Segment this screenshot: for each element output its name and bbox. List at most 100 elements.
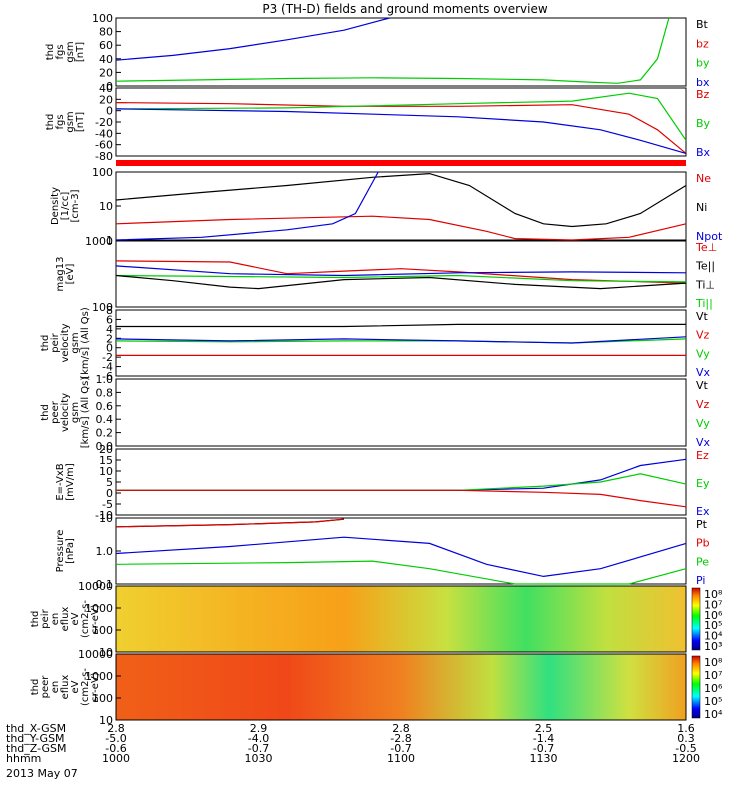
ylabel-line: thd	[30, 611, 41, 628]
colorbar-p9	[691, 587, 701, 651]
ylabel-line: thd	[40, 404, 51, 421]
ylabel-line: fgs	[55, 114, 66, 129]
footer-value: -0.7	[533, 742, 554, 755]
footer-value: 1.6	[677, 722, 695, 735]
ytick-label: -4	[102, 361, 113, 374]
series-Ti	[115, 265, 687, 277]
legend-Vy: Vy	[696, 347, 710, 360]
ylabel-line: peer	[40, 675, 51, 699]
ytick-label: 40	[99, 53, 113, 66]
footer-value: 0.3	[677, 732, 695, 745]
ytick-label: 10	[99, 200, 113, 213]
ytick-label: -20	[95, 116, 113, 129]
ylabel-line: [1/cc]	[60, 192, 71, 221]
ylabel-p1: thdfgsgsm[nT]	[45, 41, 86, 62]
ytick-label: 0.1	[96, 578, 114, 591]
series-Bz	[115, 102, 687, 154]
colorbar-tick: 10⁶	[704, 609, 723, 622]
colorbar-tick: 10⁷	[704, 669, 722, 682]
legend-Bx: Bx	[696, 146, 711, 159]
ylabel-p8: Pressure[nPa]	[55, 530, 76, 573]
ytick-label: 4	[106, 323, 113, 336]
ylabel-line: E=-VxB	[55, 463, 66, 500]
ytick-label: 10	[99, 465, 113, 478]
ytick-label: -80	[95, 150, 113, 163]
ylabel-line: [km/s] (All Qs)	[80, 377, 91, 449]
ylabel-p10: thdpeerenefluxeV(cm2-s-sr-eV)	[30, 668, 101, 706]
ytick-label: 10000	[78, 648, 113, 661]
footer-row-label: thd_X-GSM	[6, 722, 66, 735]
colorbar-tick: 10⁸	[704, 656, 723, 669]
footer-value: -5.0	[105, 732, 126, 745]
panel-p8: 10 1.0 0.1 Pressure[nPa] Pt Pb Pe Pi	[55, 512, 710, 591]
footer-value: 1000	[102, 752, 130, 765]
ytick-label: -6	[102, 370, 113, 383]
ytick-label: 40	[99, 82, 113, 95]
ylabel-p9: thdpeirenefluxeV(cm2-s-sr-eV)	[30, 600, 101, 638]
chart-title: P3 (TH-D) fields and ground moments over…	[262, 2, 547, 16]
ylabel-line: peer	[50, 400, 61, 424]
series-Ex	[116, 458, 687, 491]
ylabel-line: velocity	[60, 323, 71, 362]
ylabel-p4: mag13[eV]	[55, 257, 76, 292]
ytick-label: 1.0	[96, 373, 114, 386]
heatmap-p10	[116, 654, 686, 720]
ylabel-line: sr-eV)	[90, 672, 101, 701]
ylabel-line: en	[50, 681, 61, 694]
ytick-label: -2	[102, 351, 113, 364]
legend-Npot: Npot	[696, 230, 723, 243]
series-Tel	[115, 274, 687, 290]
footer-date: 2013 May 07	[6, 767, 78, 780]
footer-value: -0.7	[248, 742, 269, 755]
series-Ey	[116, 473, 687, 491]
ylabel-line: peir	[50, 332, 61, 352]
ylabel-line: peir	[40, 608, 51, 628]
ytick-label: 0.6	[96, 400, 114, 413]
ytick-label: 1000	[85, 235, 113, 248]
ylabel-line: fgs	[55, 44, 66, 59]
ytick-label: -60	[95, 139, 113, 152]
ytick-label: 80	[99, 26, 113, 39]
colorbar-tick: 10⁵	[704, 695, 722, 708]
legend-Vt: Vt	[696, 379, 709, 392]
footer-value: 1100	[387, 752, 415, 765]
ytick-label: -10	[95, 509, 113, 522]
ytick-label: 1000	[85, 602, 113, 615]
footer-value: -4.0	[248, 732, 269, 745]
panel-frame-p6	[115, 378, 687, 447]
legend-Pt: Pt	[696, 518, 708, 531]
ylabel-line: [km/s] (All Qs)	[80, 307, 91, 379]
series-Ez	[116, 489, 687, 508]
footer-value: -1.4	[533, 732, 554, 745]
series-by	[115, 17, 670, 84]
panel-frame-p9	[115, 585, 687, 653]
series-Pe	[115, 560, 687, 585]
ytick-label: 2	[106, 332, 113, 345]
ytick-label: 10	[99, 714, 113, 727]
legend-Vz: Vz	[696, 329, 710, 342]
footer-value: 2.9	[250, 722, 268, 735]
ylabel-line: velocity	[60, 393, 71, 432]
panel-frame-p1	[115, 17, 687, 87]
ylabel-line: thd	[40, 335, 51, 352]
footer: thd_X-GSM 2.8 2.9 2.8 2.5 1.6 thd_Y-GSM -5.0 -4.…	[6, 722, 700, 765]
ylabel-p6: thdpeervelocitygsm[km/s] (All Qs)	[40, 377, 91, 449]
panel-frame-p2	[115, 87, 687, 157]
footer-value: 1200	[672, 752, 700, 765]
ylabel-line: [eV]	[65, 264, 76, 285]
footer-value: -0.6	[105, 742, 126, 755]
legend-Pi: Pi	[696, 574, 705, 587]
panel-frame-p5	[115, 309, 687, 377]
ylabel-line: [nT]	[75, 112, 86, 132]
ytick-label: 0.8	[96, 386, 114, 399]
colorbar-tick: 10⁵	[704, 619, 722, 632]
ytick-label: 100	[92, 166, 113, 179]
series-Te	[115, 260, 687, 284]
ylabel-line: gsm	[65, 41, 76, 62]
footer-value: -0.5	[675, 742, 696, 755]
footer-row-label: hhmm	[6, 752, 41, 765]
